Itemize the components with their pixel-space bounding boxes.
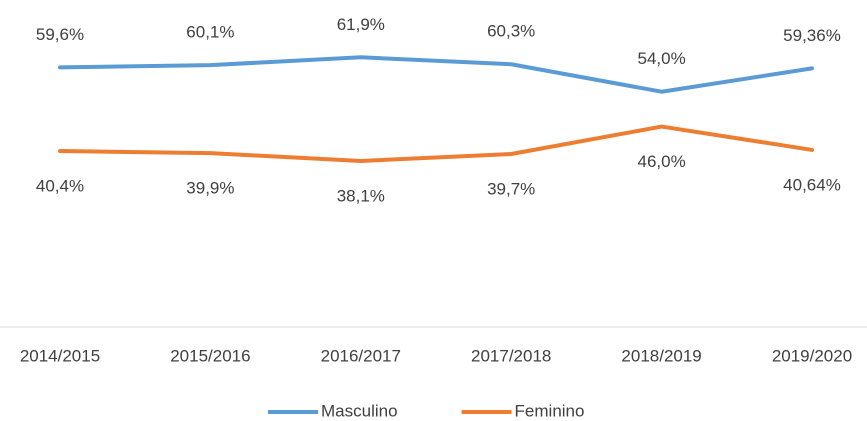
data-label: 59,6% — [36, 25, 84, 44]
x-tick-label: 2014/2015 — [20, 346, 100, 365]
x-tick-label: 2016/2017 — [321, 346, 401, 365]
data-label: 60,1% — [186, 23, 234, 42]
legend-label: Masculino — [321, 401, 398, 420]
data-label: 54,0% — [637, 49, 685, 68]
data-label: 61,9% — [337, 15, 385, 34]
series-line — [58, 55, 814, 94]
x-tick-label: 2015/2016 — [170, 346, 250, 365]
data-label: 39,7% — [487, 180, 535, 199]
series-line — [58, 124, 814, 163]
data-label: 40,64% — [783, 175, 841, 194]
x-tick-label: 2018/2019 — [621, 346, 701, 365]
x-tick-label: 2019/2020 — [772, 346, 852, 365]
x-tick-label: 2017/2018 — [471, 346, 551, 365]
legend-label: Feminino — [515, 401, 585, 420]
data-label: 46,0% — [637, 152, 685, 171]
data-label: 60,3% — [487, 22, 535, 41]
data-label: 59,36% — [783, 26, 841, 45]
data-label: 39,9% — [186, 179, 234, 198]
data-label: 38,1% — [337, 186, 385, 205]
data-label: 40,4% — [36, 176, 84, 195]
